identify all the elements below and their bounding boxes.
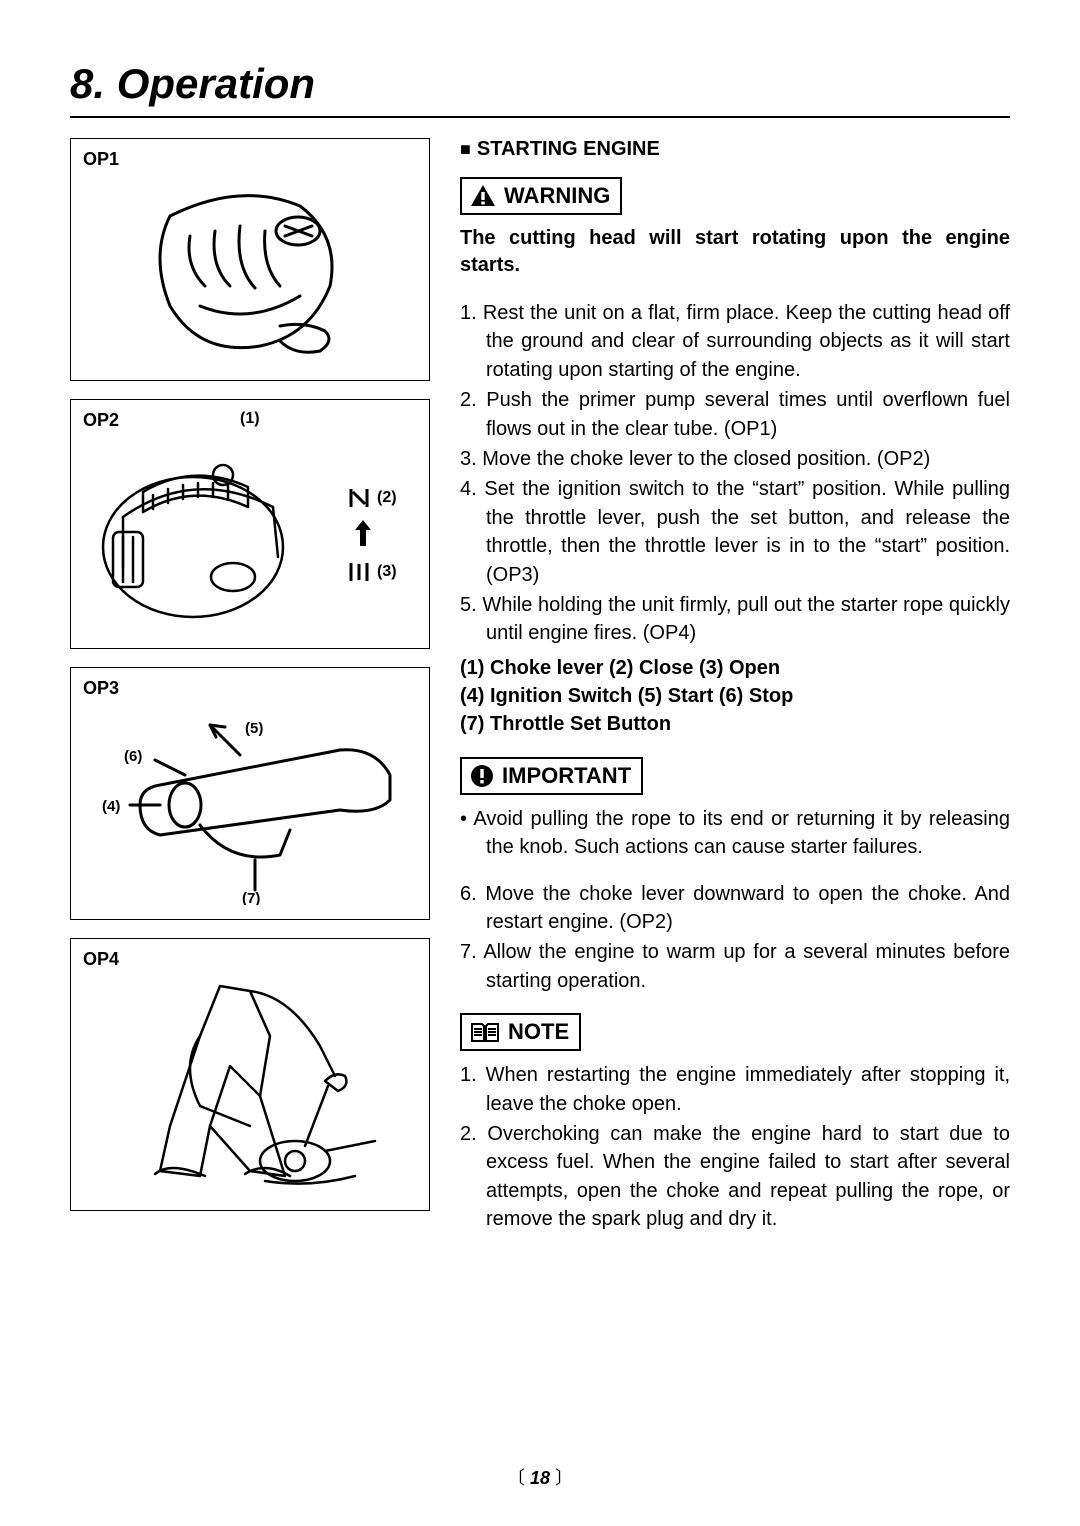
op3-illustration: (5) (6) (4) (7) bbox=[90, 705, 410, 905]
figure-op4-label: OP4 bbox=[83, 949, 417, 970]
section-heading: ■ STARTING ENGINE bbox=[460, 138, 1010, 161]
steps-list-b: 6. Move the choke lever downward to open… bbox=[460, 880, 1010, 996]
op2-callout-1: (1) bbox=[240, 410, 260, 428]
text-column: ■ STARTING ENGINE WARNING The cutting hea… bbox=[460, 138, 1010, 1240]
page-number-value: 18 bbox=[530, 1468, 550, 1488]
title-rule bbox=[70, 116, 1010, 118]
legend-line-1: (1) Choke lever (2) Close (3) Open bbox=[460, 654, 1010, 682]
step-7: 7. Allow the engine to warm up for a sev… bbox=[460, 938, 1010, 995]
warning-icon bbox=[470, 184, 496, 208]
step-3: 3. Move the choke lever to the closed po… bbox=[460, 445, 1010, 473]
square-bullet-icon: ■ bbox=[460, 139, 471, 159]
warning-text: The cutting head will start rotating upo… bbox=[460, 225, 1010, 279]
figure-op2: OP2 (1) bbox=[70, 399, 430, 649]
figures-column: OP1 OP2 bbox=[70, 138, 430, 1240]
choke-arrow-icon bbox=[352, 518, 417, 552]
figure-op1-label: OP1 bbox=[83, 149, 417, 170]
note-callout: NOTE bbox=[460, 1013, 581, 1051]
important-icon bbox=[470, 764, 494, 788]
op2-choke-icons: (2) (3) bbox=[347, 478, 417, 592]
step-4: 4. Set the ignition switch to the “start… bbox=[460, 475, 1010, 589]
figure-op1: OP1 bbox=[70, 138, 430, 381]
op2-illustration bbox=[83, 437, 313, 627]
op3-callout-4: (4) bbox=[102, 798, 120, 815]
figure-op3-label: OP3 bbox=[83, 678, 417, 699]
op3-callout-7: (7) bbox=[242, 890, 260, 905]
section-heading-text: STARTING ENGINE bbox=[477, 138, 660, 160]
op4-illustration bbox=[110, 976, 390, 1196]
parts-legend: (1) Choke lever (2) Close (3) Open (4) I… bbox=[460, 654, 1010, 739]
important-label: IMPORTANT bbox=[502, 763, 631, 789]
note-icon bbox=[470, 1020, 500, 1044]
note-2: 2. Overchoking can make the engine hard … bbox=[460, 1120, 1010, 1234]
figure-op3: OP3 (5) (6) (4) (7 bbox=[70, 667, 430, 920]
choke-open-icon bbox=[347, 560, 371, 584]
step-6: 6. Move the choke lever downward to open… bbox=[460, 880, 1010, 937]
note-list: 1. When restarting the engine immediatel… bbox=[460, 1061, 1010, 1233]
warning-callout: WARNING bbox=[460, 177, 622, 215]
important-bullets: • Avoid pulling the rope to its end or r… bbox=[460, 805, 1010, 862]
note-1: 1. When restarting the engine immediatel… bbox=[460, 1061, 1010, 1118]
step-5: 5. While holding the unit firmly, pull o… bbox=[460, 591, 1010, 648]
op2-callout-3: (3) bbox=[377, 563, 397, 581]
op3-callout-6: (6) bbox=[124, 748, 142, 765]
op3-callout-5: (5) bbox=[245, 720, 263, 737]
choke-closed-icon bbox=[347, 486, 371, 510]
op2-callout-2: (2) bbox=[377, 489, 397, 507]
page-title: 8. Operation bbox=[70, 60, 1010, 108]
legend-line-2: (4) Ignition Switch (5) Start (6) Stop bbox=[460, 682, 1010, 710]
page-number: 〔 18 〕 bbox=[0, 1464, 1080, 1490]
warning-label: WARNING bbox=[504, 183, 610, 209]
important-callout: IMPORTANT bbox=[460, 757, 643, 795]
step-2: 2. Push the primer pump several times un… bbox=[460, 386, 1010, 443]
figure-op4: OP4 bbox=[70, 938, 430, 1211]
steps-list-a: 1. Rest the unit on a flat, firm place. … bbox=[460, 299, 1010, 648]
important-bullet-1: • Avoid pulling the rope to its end or r… bbox=[460, 805, 1010, 862]
content-columns: OP1 OP2 bbox=[70, 138, 1010, 1240]
legend-line-3: (7) Throttle Set Button bbox=[460, 710, 1010, 738]
step-1: 1. Rest the unit on a flat, firm place. … bbox=[460, 299, 1010, 384]
note-label: NOTE bbox=[508, 1019, 569, 1045]
op1-illustration bbox=[130, 176, 370, 366]
